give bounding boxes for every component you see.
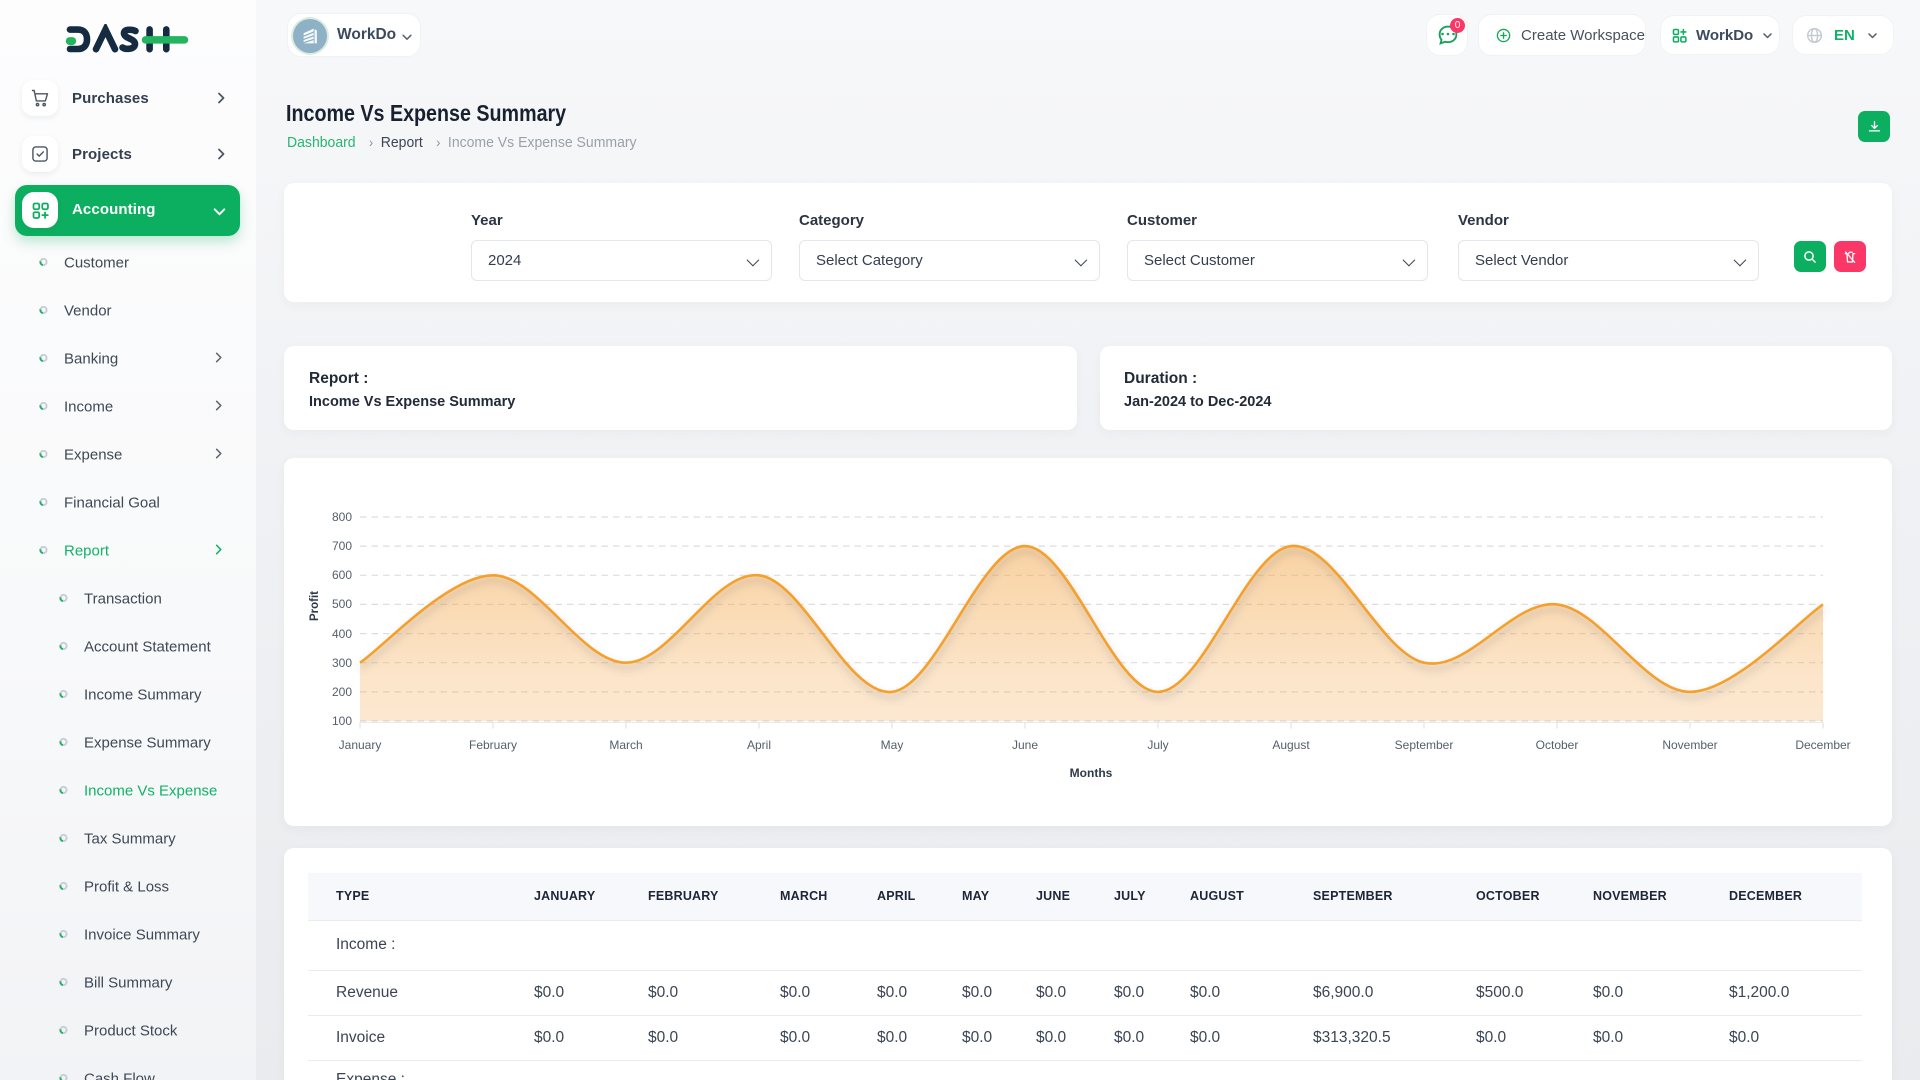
svg-text:700: 700: [332, 539, 352, 553]
svg-text:Profit: Profit: [309, 591, 321, 621]
svg-text:200: 200: [332, 685, 352, 699]
svg-text:October: October: [1536, 738, 1579, 752]
svg-text:September: September: [1395, 738, 1454, 752]
svg-text:300: 300: [332, 656, 352, 670]
svg-text:800: 800: [332, 510, 352, 524]
svg-text:100: 100: [332, 714, 352, 728]
svg-text:January: January: [339, 738, 382, 752]
svg-text:December: December: [1795, 738, 1850, 752]
svg-text:November: November: [1662, 738, 1717, 752]
svg-text:July: July: [1147, 738, 1168, 752]
svg-text:February: February: [469, 738, 517, 752]
svg-text:June: June: [1012, 738, 1038, 752]
svg-text:400: 400: [332, 627, 352, 641]
svg-text:August: August: [1272, 738, 1310, 752]
svg-text:April: April: [747, 738, 771, 752]
svg-text:Months: Months: [1070, 766, 1113, 780]
svg-text:500: 500: [332, 597, 352, 611]
svg-text:600: 600: [332, 568, 352, 582]
svg-text:May: May: [881, 738, 904, 752]
svg-text:March: March: [609, 738, 642, 752]
